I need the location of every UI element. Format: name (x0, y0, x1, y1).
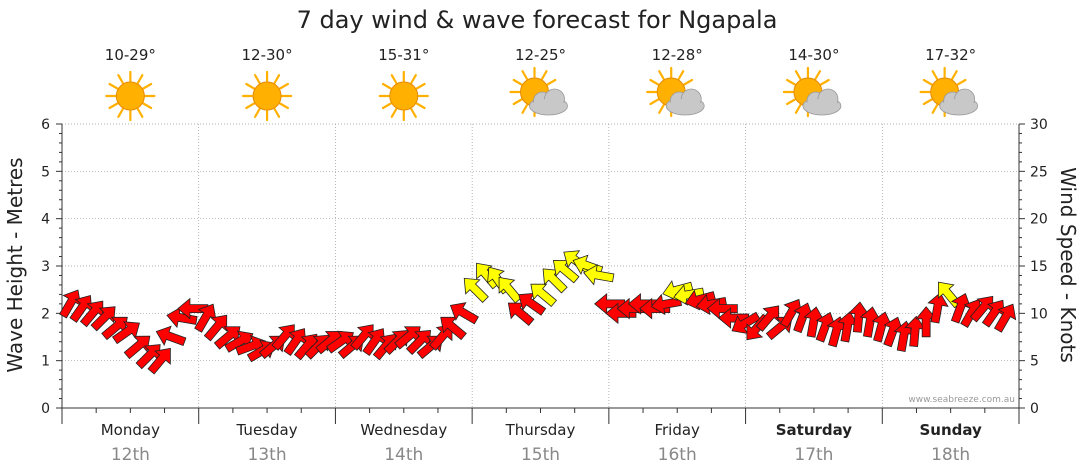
y-tick-label-right: 15 (1030, 259, 1048, 275)
y-tick-label-left: 3 (41, 259, 50, 275)
temp-range-label: 12-25° (515, 46, 566, 64)
wind-arrow (927, 292, 949, 324)
wind-arrow (476, 262, 500, 290)
temp-range-label: 14-30° (788, 46, 839, 64)
day-name-label: Tuesday (236, 421, 298, 439)
wind-arrow (463, 277, 489, 303)
wind-arrow (605, 302, 637, 325)
y-tick-label-left: 2 (41, 306, 50, 322)
wind-arrow (662, 280, 694, 302)
day-date-label: 13th (248, 445, 287, 465)
day-name-label: Thursday (505, 421, 576, 439)
watermark: www.seabreeze.com.au (908, 395, 1015, 405)
wind-arrow (449, 302, 479, 325)
chart-title: 7 day wind & wave forecast for Ngapala (297, 6, 778, 34)
forecast-row: 10-29° 12-30° 15-31° 12-25° 12-28° 14-30° 17-3… (105, 46, 979, 122)
y-tick-label-right: 5 (1030, 354, 1039, 370)
wind-arrow (530, 283, 557, 308)
y-tick-label-left: 6 (41, 117, 50, 133)
wind-arrow (90, 306, 116, 332)
temp-range-label: 17-32° (925, 46, 976, 64)
day-date-label: 18th (931, 445, 970, 465)
temp-range-label: 10-29° (105, 46, 156, 64)
day-date-label: 17th (794, 445, 833, 465)
sun-icon (378, 70, 429, 122)
y-axis-label-right: Wind Speed - Knots (1056, 167, 1080, 363)
grid (62, 123, 1019, 409)
wind-arrows (58, 250, 1017, 375)
y-tick-label-left: 1 (41, 354, 50, 370)
day-date-label: 15th (521, 445, 560, 465)
wind-arrow (123, 335, 151, 360)
temp-range-label: 12-30° (242, 46, 293, 64)
day-date-label: 14th (384, 445, 423, 465)
x-axis-day-labels: Monday 12th Tuesday 13th Wednesday 14th Thursd… (101, 421, 982, 465)
temp-range-label: 15-31° (378, 46, 429, 64)
wind-arrow (155, 325, 187, 347)
y-tick-label-right: 10 (1030, 306, 1048, 322)
partly-cloudy-icon (646, 66, 705, 118)
day-name-label: Friday (654, 421, 700, 439)
day-name-label: Saturday (776, 421, 853, 439)
y-tick-label-right: 0 (1030, 401, 1039, 417)
wind-arrow (147, 347, 171, 375)
wind-arrow (498, 276, 522, 304)
wind-arrow (755, 305, 780, 332)
day-name-label: Sunday (919, 421, 982, 439)
y-tick-label-right: 30 (1030, 117, 1048, 133)
sun-icon (105, 70, 156, 122)
day-date-label: 16th (658, 445, 697, 465)
wind-arrow (583, 264, 615, 286)
partly-cloudy-icon (919, 66, 979, 118)
temp-range-label: 12-28° (652, 46, 703, 64)
day-name-label: Monday (101, 421, 160, 439)
partly-cloudy-icon (509, 66, 568, 118)
y-tick-label-left: 0 (41, 401, 50, 417)
y-tick-label-left: 5 (41, 164, 50, 180)
partly-cloudy-icon (782, 66, 842, 118)
day-date-label: 12th (111, 445, 150, 465)
y-axis-label-left: Wave Height - Metres (3, 157, 27, 372)
axes: 0 1 2 3 4 5 6 0 5 10 15 20 25 30 (41, 117, 1048, 424)
wind-arrow (993, 303, 1017, 333)
y-tick-label-left: 4 (41, 212, 50, 228)
y-tick-label-right: 20 (1030, 212, 1048, 228)
day-name-label: Wednesday (360, 421, 447, 439)
sun-icon (241, 70, 293, 122)
wind-arrow (429, 324, 453, 351)
wind-arrow (203, 314, 228, 342)
wind-arrow (684, 289, 716, 311)
y-tick-label-right: 25 (1030, 164, 1048, 180)
